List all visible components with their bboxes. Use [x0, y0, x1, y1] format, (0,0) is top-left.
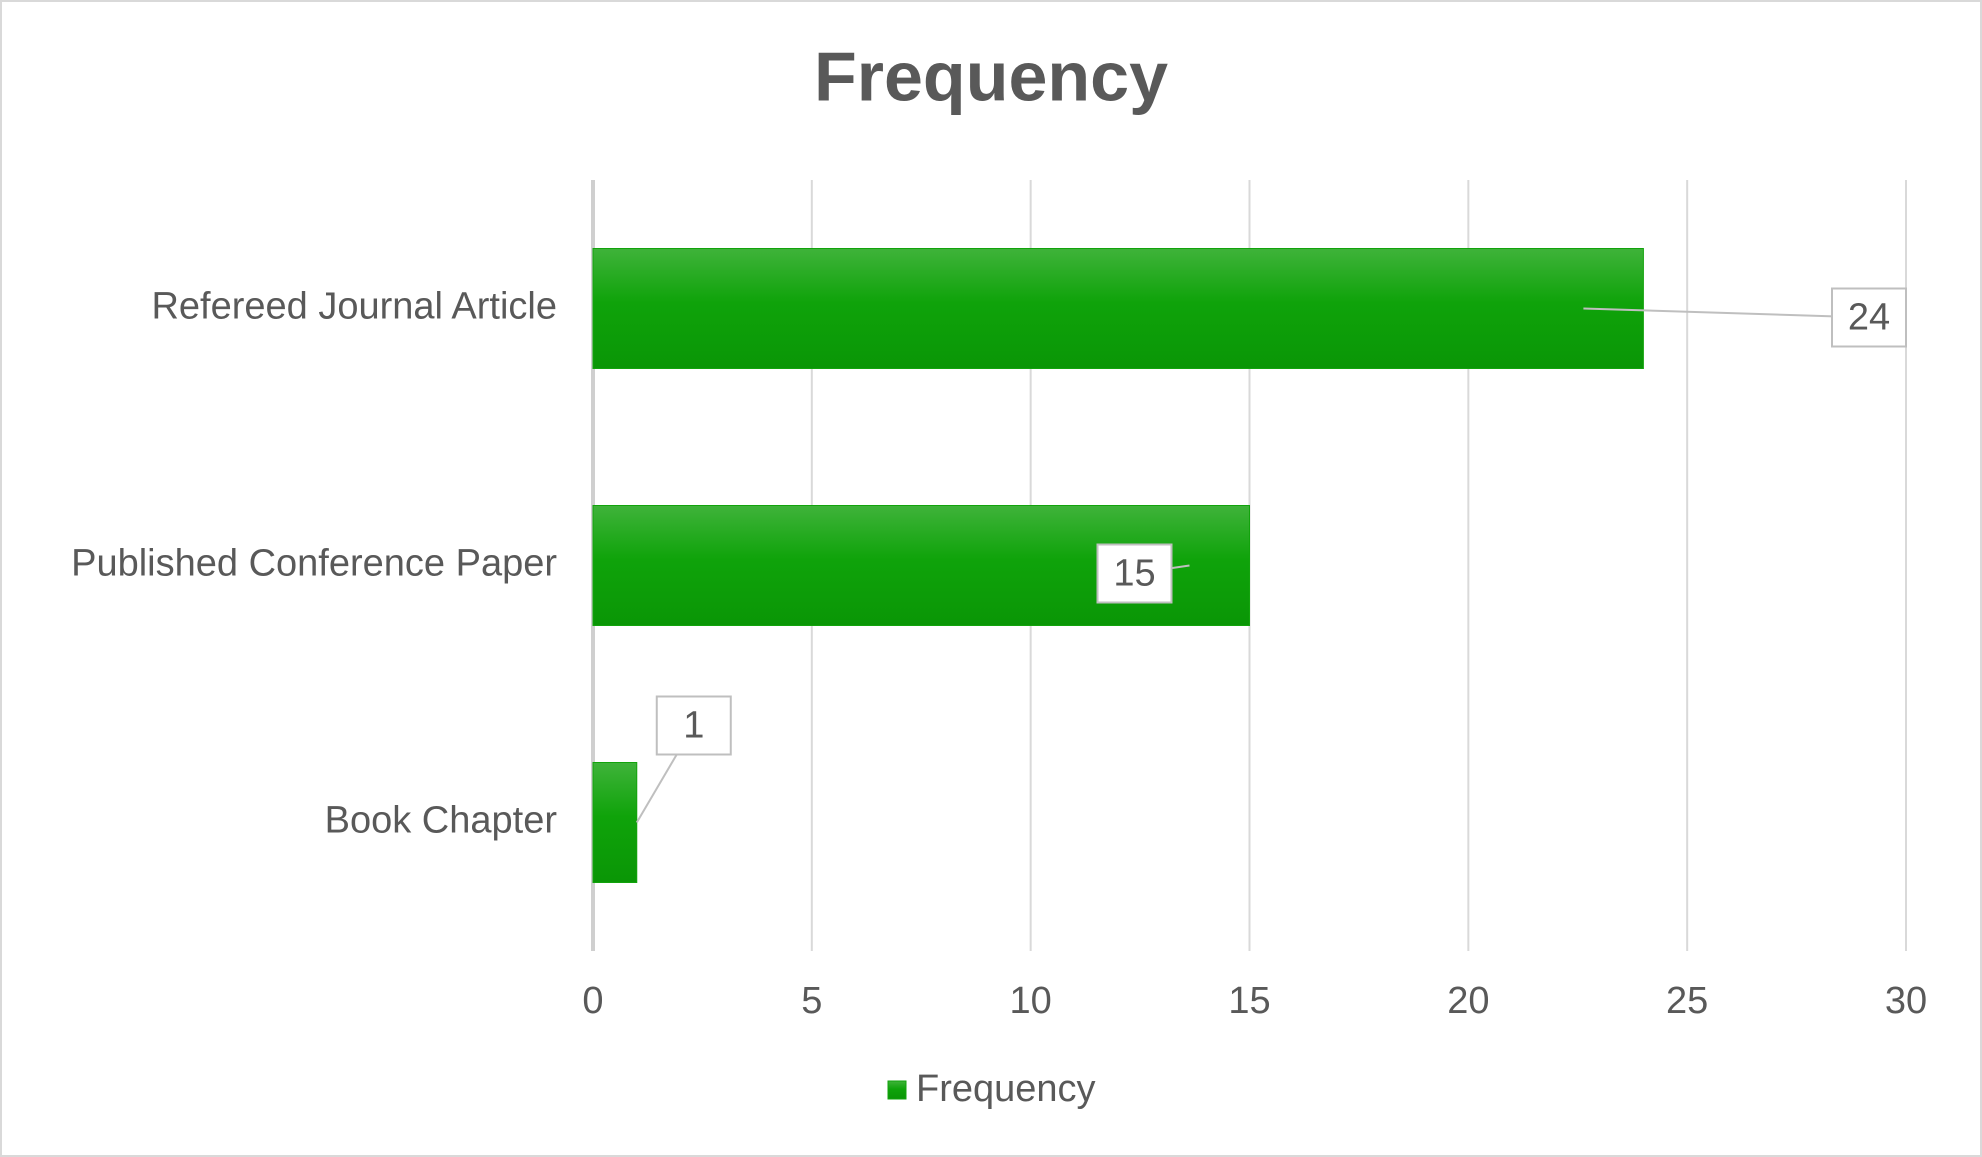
bar [592, 762, 638, 883]
x-tick-label: 5 [801, 980, 822, 1022]
data-label: 1 [683, 705, 704, 747]
data-label-box [1831, 287, 1907, 348]
y-tick-label: Book Chapter [325, 800, 558, 842]
x-tick-label: 25 [1666, 980, 1708, 1022]
x-tick-label: 0 [582, 980, 603, 1022]
x-tick-label: 30 [1885, 980, 1927, 1022]
data-label: 24 [1848, 297, 1890, 339]
y-tick-label: Refereed Journal Article [151, 286, 557, 328]
x-tick-label: 20 [1447, 980, 1489, 1022]
x-tick-label: 10 [1010, 980, 1052, 1022]
chart-title: Frequency [814, 37, 1168, 115]
bar [592, 248, 1644, 369]
data-label-box [1096, 543, 1173, 604]
legend-marker [887, 1080, 907, 1100]
y-tick-label: Published Conference Paper [71, 543, 557, 585]
legend-label: Frequency [916, 1068, 1096, 1110]
data-label-box [655, 695, 732, 756]
x-tick-label: 15 [1228, 980, 1270, 1022]
callout-pointer [1583, 307, 1870, 319]
data-label: 15 [1113, 553, 1155, 595]
